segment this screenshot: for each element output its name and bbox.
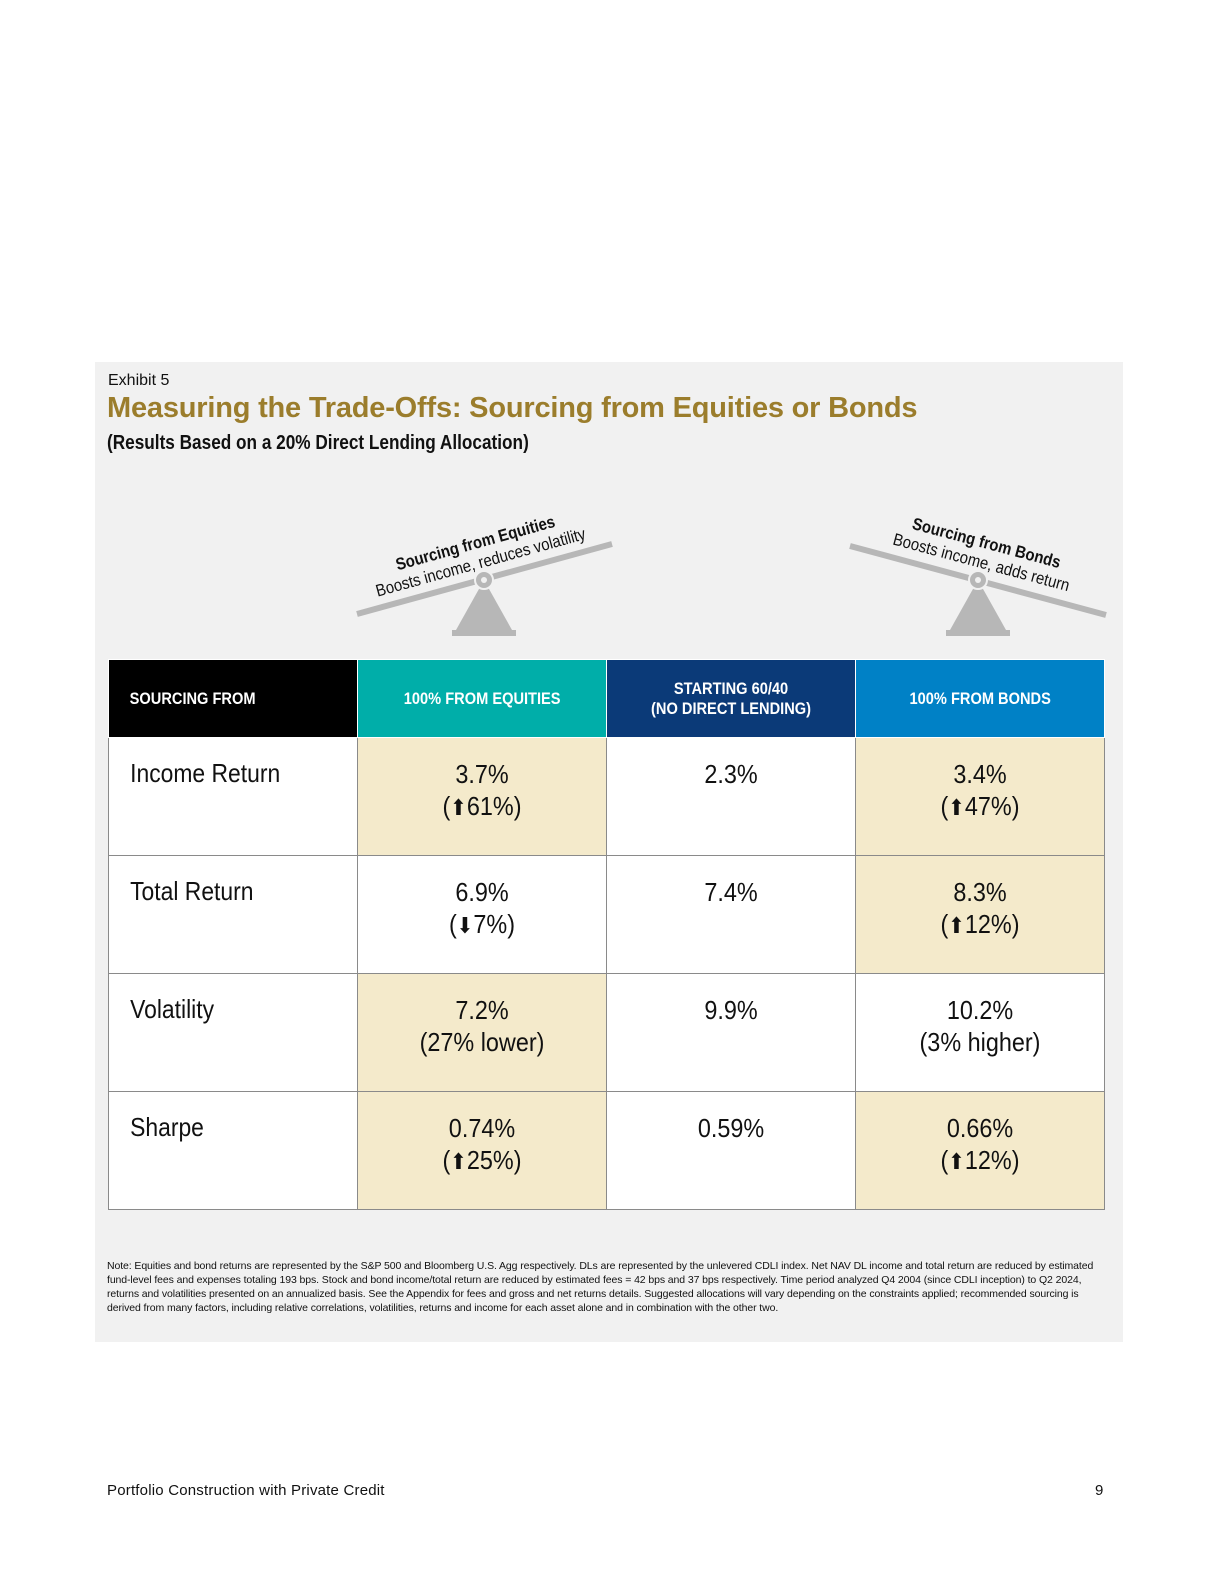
base-value: 7.4% xyxy=(704,877,758,907)
row-label: Income Return xyxy=(130,758,281,788)
bonds-cell: 0.66% (⬆12%) xyxy=(855,1091,1105,1210)
arrow-up-icon: ⬆ xyxy=(948,795,965,820)
scale-base xyxy=(946,630,1010,636)
equities-value: 3.7% xyxy=(455,759,509,789)
bonds-value: 8.3% xyxy=(953,877,1007,907)
bonds-scale: Sourcing from Bonds Boosts income, adds … xyxy=(849,515,1107,636)
table-row: Income Return 3.7% (⬆61%) 2.3% 3.4% (⬆47%) xyxy=(108,737,1105,856)
arrow-down-icon: ⬇ xyxy=(456,913,474,938)
equities-change: (⬇7%) xyxy=(448,909,516,939)
table-header-row: SOURCING FROM 100% FROM EQUITIES STARTIN… xyxy=(108,659,1105,738)
equities-value: 0.74% xyxy=(448,1113,516,1143)
bonds-cell: 8.3% (⬆12%) xyxy=(855,855,1105,974)
row-label-cell: Sharpe xyxy=(108,1091,358,1210)
equities-cell: 7.2% (27% lower) xyxy=(357,973,607,1092)
row-label: Sharpe xyxy=(130,1112,204,1142)
arrow-up-icon: ⬆ xyxy=(450,795,467,820)
table-row: Sharpe 0.74% (⬆25%) 0.59% 0.66% (⬆12%) xyxy=(108,1091,1105,1210)
bonds-value: 0.66% xyxy=(946,1113,1014,1143)
header-starting-60-40: STARTING 60/40 (NO DIRECT LENDING) xyxy=(606,659,856,738)
bonds-change: (3% higher) xyxy=(919,1027,1041,1057)
bonds-change: (⬆12%) xyxy=(940,909,1020,939)
equities-cell: 3.7% (⬆61%) xyxy=(357,737,607,856)
header-equities: 100% FROM EQUITIES xyxy=(357,659,607,738)
exhibit-subtitle: (Results Based on a 20% Direct Lending A… xyxy=(107,432,529,454)
exhibit-label: Exhibit 5 xyxy=(108,372,170,389)
equities-scale: Sourcing from Equities Boosts income, re… xyxy=(356,513,613,636)
row-label-cell: Volatility xyxy=(108,973,358,1092)
base-cell: 7.4% xyxy=(606,855,856,974)
scale-base xyxy=(452,630,516,636)
equities-value: 6.9% xyxy=(455,877,509,907)
bonds-cell: 10.2% (3% higher) xyxy=(855,973,1105,1092)
scale-fulcrum xyxy=(456,580,512,630)
page-number: 9 xyxy=(1095,1482,1104,1499)
row-label-cell: Total Return xyxy=(108,855,358,974)
header-bonds: 100% FROM BONDS xyxy=(855,659,1105,738)
equities-cell: 6.9% (⬇7%) xyxy=(357,855,607,974)
bonds-change: (⬆12%) xyxy=(940,1145,1020,1175)
base-cell: 0.59% xyxy=(606,1091,856,1210)
equities-change: (⬆61%) xyxy=(442,791,522,821)
exhibit-title: Measuring the Trade-Offs: Sourcing from … xyxy=(107,392,918,424)
bonds-change: (⬆47%) xyxy=(940,791,1020,821)
arrow-up-icon: ⬆ xyxy=(948,913,965,938)
table-row: Total Return 6.9% (⬇7%) 7.4% 8.3% (⬆12%) xyxy=(108,855,1105,974)
equities-value: 7.2% xyxy=(455,995,509,1025)
equities-change: (27% lower) xyxy=(419,1027,545,1057)
base-cell: 2.3% xyxy=(606,737,856,856)
base-value: 2.3% xyxy=(704,759,758,789)
row-label: Volatility xyxy=(130,994,215,1024)
bonds-value: 10.2% xyxy=(946,995,1014,1025)
arrow-up-icon: ⬆ xyxy=(450,1149,467,1174)
arrow-up-icon: ⬆ xyxy=(948,1149,965,1174)
base-cell: 9.9% xyxy=(606,973,856,1092)
balance-scales-illustration: Sourcing from Equities Boosts income, re… xyxy=(356,513,1107,636)
bonds-value: 3.4% xyxy=(953,759,1007,789)
tradeoff-table: SOURCING FROM 100% FROM EQUITIES STARTIN… xyxy=(108,659,1105,1210)
row-label-cell: Income Return xyxy=(108,737,358,856)
base-value: 9.9% xyxy=(704,995,758,1025)
base-value: 0.59% xyxy=(697,1113,765,1143)
equities-cell: 0.74% (⬆25%) xyxy=(357,1091,607,1210)
row-label: Total Return xyxy=(130,876,254,906)
scale-fulcrum xyxy=(950,580,1006,630)
footer-doc-title: Portfolio Construction with Private Cred… xyxy=(107,1482,385,1499)
bonds-cell: 3.4% (⬆47%) xyxy=(855,737,1105,856)
table-row: Volatility 7.2% (27% lower) 9.9% 10.2% (3% hi… xyxy=(108,973,1105,1092)
equities-change: (⬆25%) xyxy=(442,1145,522,1175)
header-sourcing-from: SOURCING FROM xyxy=(108,659,358,738)
footnote: Note: Equities and bond returns are repr… xyxy=(107,1260,1094,1314)
